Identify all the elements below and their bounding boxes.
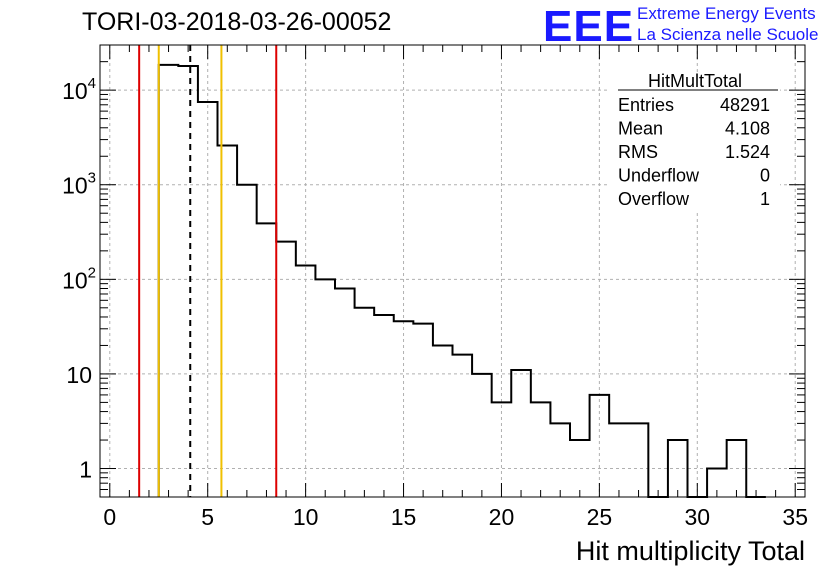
marker-lines <box>138 45 278 497</box>
eee-logo: EEE <box>543 2 635 51</box>
histogram-bin <box>433 345 453 497</box>
stats-value: 1.524 <box>725 142 770 162</box>
stats-label: RMS <box>618 142 658 162</box>
x-axis-label: Hit multiplicity Total <box>576 536 805 566</box>
stats-value: 0 <box>760 166 770 186</box>
logo-caption-line2: La Scienza nelle Scuole <box>637 25 819 44</box>
histogram-bin <box>315 279 335 497</box>
run-title: TORI-03-2018-03-26-00052 <box>82 8 392 36</box>
stats-label: Overflow <box>618 189 690 209</box>
histogram-bin <box>609 423 629 497</box>
histogram-bin <box>257 223 277 497</box>
stats-label: Entries <box>618 95 674 115</box>
histogram-bin <box>296 266 316 497</box>
stats-value: 1 <box>760 189 770 209</box>
x-tick-label: 0 <box>103 504 116 530</box>
histogram-bin <box>492 402 512 497</box>
histogram-bin <box>335 288 355 497</box>
y-tick-label: 1 <box>79 457 92 483</box>
histogram-bin <box>159 65 179 497</box>
histogram-bin <box>531 402 551 497</box>
histogram-bin <box>550 423 570 497</box>
histogram-bin <box>590 395 610 497</box>
x-tick-label: 30 <box>684 504 710 530</box>
histogram-bin <box>472 374 492 497</box>
histogram-bin <box>374 315 394 497</box>
stats-value: 4.108 <box>725 119 770 139</box>
x-tick-label: 5 <box>201 504 214 530</box>
logo-caption-line1: Extreme Energy Events <box>637 4 816 23</box>
histogram-bin <box>394 321 414 497</box>
y-tick-label: 10 <box>66 362 92 388</box>
stats-box: HitMultTotal Entries 48291 Mean 4.108 RMS 1.52… <box>610 71 780 212</box>
x-tick-label: 35 <box>782 504 808 530</box>
logo-caption: Extreme Energy Events La Scienza nelle S… <box>637 3 818 45</box>
y-tick-label: 103 <box>62 170 96 199</box>
histogram-bin <box>629 423 649 497</box>
stats-box-bg <box>610 72 780 212</box>
stats-label: Underflow <box>618 166 700 186</box>
histogram-bin <box>570 440 590 497</box>
stats-label: Mean <box>618 119 663 139</box>
stats-value: 48291 <box>720 95 770 115</box>
x-tick-label: 15 <box>391 504 417 530</box>
histogram-bin <box>668 440 688 497</box>
x-tick-label: 20 <box>489 504 515 530</box>
histogram-bin <box>413 324 433 497</box>
plot-frame <box>99 44 806 498</box>
x-tick-label: 25 <box>587 504 613 530</box>
histogram-bin <box>276 242 296 497</box>
y-tick-label: 104 <box>62 75 96 104</box>
histogram-bin <box>355 308 375 497</box>
stats-title: HitMultTotal <box>648 71 742 91</box>
histogram-bin <box>198 102 218 497</box>
histogram-bin <box>511 370 531 497</box>
histogram-bin <box>453 355 473 497</box>
histogram-bin <box>178 66 198 497</box>
histogram-bin <box>727 440 747 497</box>
y-tick-label: 102 <box>62 264 96 293</box>
x-tick-label: 10 <box>293 504 319 530</box>
histogram-bin <box>237 185 257 497</box>
